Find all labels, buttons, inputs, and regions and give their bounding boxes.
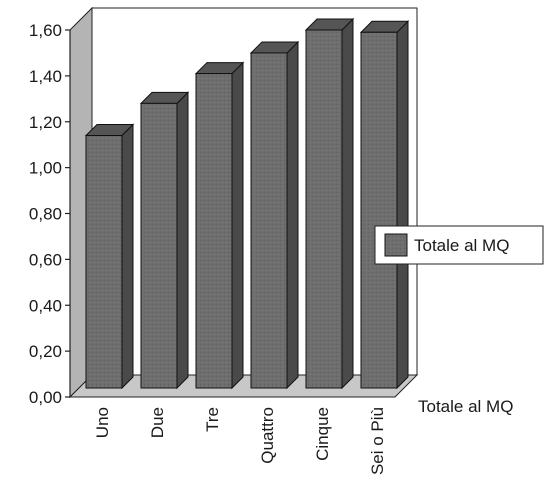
y-tick-label: 1,60 (29, 21, 62, 40)
bar-front (250, 52, 288, 389)
bar-front (195, 73, 233, 389)
bar-front (360, 31, 398, 389)
y-axis: 0,00 0,20 0,40 0,60 0,80 1,00 1,20 1,40 1,60 (29, 21, 71, 407)
y-tick-label: 0,00 (29, 388, 62, 407)
y-tick-label: 1,20 (29, 113, 62, 132)
bar (249, 40, 300, 390)
depth-axis-label: Totale al MQ (418, 397, 513, 416)
bar-side (231, 61, 244, 390)
bars (84, 17, 410, 390)
bar-side (341, 17, 354, 390)
x-tick-label: Quattro (258, 407, 277, 464)
y-tick-label: 0,20 (29, 342, 62, 361)
legend-label: Totale al MQ (414, 236, 509, 255)
legend: Totale al MQ (374, 225, 544, 265)
x-tick-label: Sei o Più (368, 407, 387, 475)
x-tick-label: Cinque (313, 407, 332, 461)
bar-front (85, 135, 123, 389)
bar-front (305, 29, 343, 389)
x-tick-label: Tre (203, 407, 222, 432)
bar-side (396, 20, 409, 390)
y-tick-label: 0,80 (29, 205, 62, 224)
bar (359, 20, 410, 390)
bar-front (140, 102, 178, 389)
x-tick-label: Due (148, 407, 167, 438)
legend-swatch (384, 233, 408, 257)
bar (194, 61, 245, 390)
y-tick-label: 1,40 (29, 67, 62, 86)
bar-side (121, 123, 134, 390)
y-tick-label: 1,00 (29, 159, 62, 178)
bar-side (286, 40, 299, 390)
x-axis-labels: Uno Due Tre Quattro Cinque Sei o Più (93, 407, 387, 475)
y-tick-label: 0,40 (29, 296, 62, 315)
bar (304, 17, 355, 390)
bar (139, 91, 190, 390)
bar-side (176, 91, 189, 390)
y-tick-label: 0,60 (29, 250, 62, 269)
bar (84, 123, 135, 390)
x-tick-label: Uno (93, 407, 112, 438)
